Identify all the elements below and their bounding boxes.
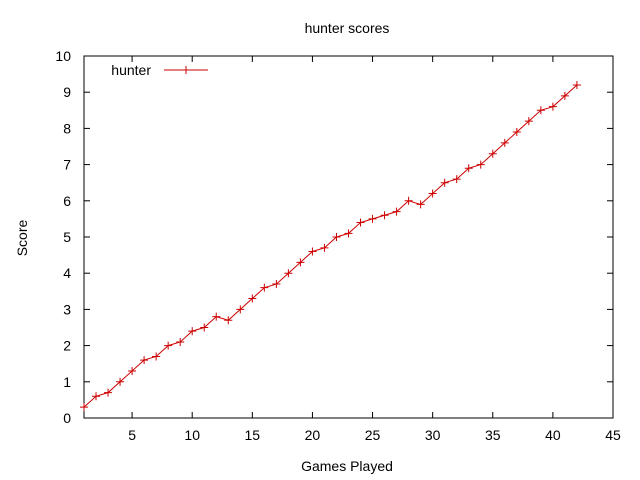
data-point [140,356,149,365]
data-point [92,392,101,401]
data-point [188,327,197,336]
x-tick-label: 15 [245,427,261,443]
data-point [392,207,401,216]
data-point [488,149,497,158]
data-point [368,214,377,223]
data-point [284,269,293,278]
data-point [308,247,317,256]
data-point [452,175,461,184]
data-point [572,80,581,89]
y-tick-label: 6 [63,193,71,209]
y-tick-label: 5 [63,229,71,245]
x-tick-label: 45 [605,427,621,443]
data-point [428,189,437,198]
y-tick-label: 1 [63,374,71,390]
data-point [416,200,425,209]
x-tick-label: 25 [365,427,381,443]
data-point [272,280,281,289]
data-point [440,178,449,187]
series-layer [80,80,581,412]
data-point [212,312,221,321]
data-point [524,117,533,126]
data-point [104,388,113,397]
data-point [320,243,329,252]
x-tick-label: 40 [545,427,561,443]
x-tick-label: 5 [128,427,136,443]
data-point [476,160,485,169]
y-tick-label: 2 [63,338,71,354]
data-point [176,337,185,346]
y-tick-label: 0 [63,410,71,426]
legend: hunter [111,62,208,78]
legend-label-hunter: hunter [111,62,151,78]
data-point [164,341,173,350]
chart-title: hunter scores [305,20,390,36]
data-point [236,305,245,314]
data-point [200,323,209,332]
data-point [344,229,353,238]
data-point [152,352,161,361]
data-point [248,294,257,303]
x-tick-label: 20 [305,427,321,443]
data-point [512,128,521,137]
data-point [356,218,365,227]
data-point [464,164,473,173]
x-tick-label: 10 [184,427,200,443]
x-tick-label: 35 [485,427,501,443]
data-point [380,211,389,220]
x-tick-label: 30 [425,427,441,443]
y-axis-label: Score [14,220,30,257]
data-point [224,316,233,325]
y-tick-label: 9 [63,84,71,100]
data-point [128,366,137,375]
x-axis-label: Games Played [301,458,393,474]
data-point [536,106,545,115]
legend-marker-sample [182,66,190,74]
series-line-hunter [83,84,578,408]
data-point [80,403,88,412]
data-point [332,233,341,241]
y-tick-label: 4 [63,265,71,281]
y-tick-label: 8 [63,120,71,136]
data-point [404,196,413,205]
y-tick-label: 3 [63,301,71,317]
data-point [296,258,305,267]
data-point [260,283,269,292]
data-point [560,91,569,100]
y-tick-label: 7 [63,157,71,173]
data-point [548,102,557,111]
data-point [116,377,125,386]
data-point [500,138,509,147]
y-tick-label: 10 [55,48,71,64]
